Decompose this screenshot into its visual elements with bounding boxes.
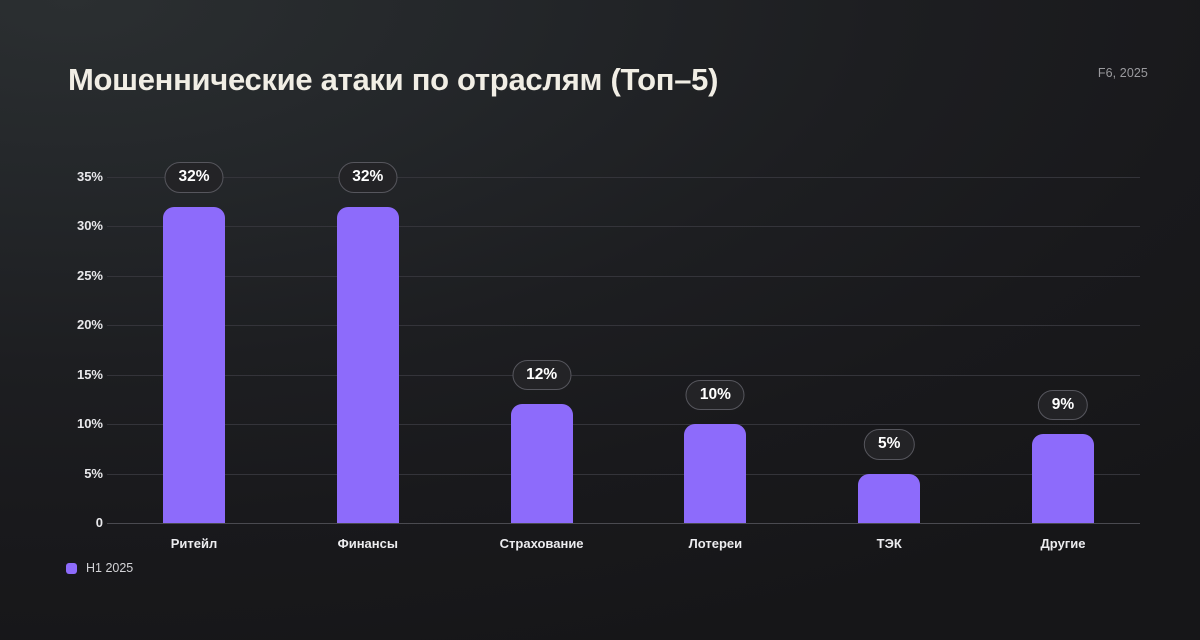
bar[interactable]: [163, 206, 225, 523]
gridline: [107, 325, 1140, 327]
chart-header: Мошеннические атаки по отраслям (Топ–5) …: [0, 0, 1200, 120]
bar[interactable]: [510, 404, 573, 523]
bar-value-badge: 32%: [338, 162, 398, 193]
bar-group[interactable]: 32%: [336, 162, 399, 523]
y-axis-tick-label: 30%: [76, 218, 103, 234]
bar-value-badge: 32%: [164, 162, 224, 193]
y-axis-tick-label: 5%: [84, 465, 103, 481]
bar[interactable]: [1032, 434, 1094, 523]
bar-value-badge: 5%: [863, 429, 915, 460]
bar-group[interactable]: 12%: [510, 359, 573, 523]
period-label: F6, 2025: [1097, 66, 1148, 80]
y-axis-tick-label: 0: [95, 515, 103, 530]
bar-value-badge: 12%: [512, 359, 572, 391]
y-axis-tick-label: 10%: [76, 416, 103, 432]
x-axis-tick-label: Другие: [1040, 536, 1086, 551]
page-title: Мошеннические атаки по отраслям (Топ–5): [68, 62, 719, 97]
bar-group[interactable]: 5%: [858, 429, 921, 523]
y-axis-tick-label: 35%: [76, 169, 103, 184]
legend-swatch-h1-2025: [66, 562, 77, 574]
bar-value-badge: 9%: [1037, 389, 1089, 421]
bar-value-badge: 10%: [685, 379, 745, 411]
legend-label: H1 2025: [86, 561, 134, 575]
x-axis-tick-label: Страхование: [499, 536, 584, 551]
bar[interactable]: [336, 206, 399, 523]
bar[interactable]: [858, 473, 921, 523]
x-axis-tick-label: Финансы: [337, 536, 398, 551]
y-axis-tick-label: 15%: [76, 366, 103, 382]
gridline: [107, 275, 1140, 277]
gridline: [107, 374, 1140, 376]
bar-group[interactable]: 32%: [163, 162, 225, 523]
gridline: [107, 473, 1140, 475]
x-axis-baseline: [107, 523, 1140, 524]
x-axis-tick-label: ТЭК: [876, 536, 902, 551]
gridline: [107, 177, 1140, 178]
gridline: [107, 226, 1140, 228]
y-axis-tick-label: 20%: [76, 317, 103, 333]
chart-legend: H1 2025: [66, 561, 133, 575]
y-axis-tick-label: 25%: [76, 267, 103, 283]
x-axis-tick-label: Ритейл: [170, 536, 218, 551]
bar[interactable]: [684, 424, 747, 523]
bar-group[interactable]: 9%: [1032, 389, 1094, 523]
bar-group[interactable]: 10%: [684, 379, 747, 523]
gridline: [107, 424, 1140, 426]
x-axis-tick-label: Лотереи: [688, 536, 743, 551]
